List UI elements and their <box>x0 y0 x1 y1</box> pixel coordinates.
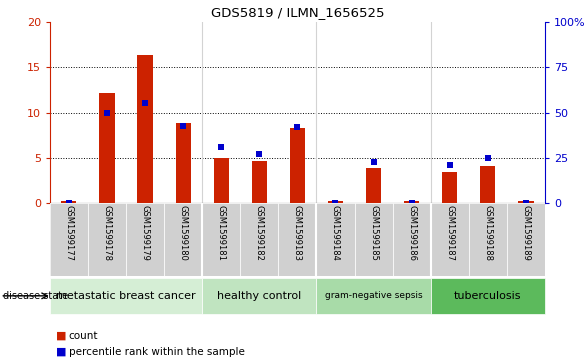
Text: GSM1599180: GSM1599180 <box>179 205 188 261</box>
Text: GSM1599183: GSM1599183 <box>293 205 302 261</box>
Bar <box>100 93 115 203</box>
Point <box>178 123 188 129</box>
Point <box>293 124 302 130</box>
Text: ■: ■ <box>56 331 66 341</box>
Text: count: count <box>69 331 98 341</box>
Point <box>407 200 417 206</box>
Point <box>254 151 264 157</box>
Text: percentile rank within the sample: percentile rank within the sample <box>69 347 244 357</box>
Text: GSM1599185: GSM1599185 <box>369 205 378 261</box>
Bar <box>240 203 278 276</box>
Point <box>331 200 340 206</box>
Bar <box>290 128 305 203</box>
Text: disease state: disease state <box>3 291 68 301</box>
Text: GSM1599178: GSM1599178 <box>103 205 111 261</box>
Bar <box>176 123 191 203</box>
Text: GSM1599186: GSM1599186 <box>407 205 416 261</box>
Bar <box>62 200 76 203</box>
Text: ■: ■ <box>56 347 66 357</box>
Bar <box>316 278 431 314</box>
Point <box>522 200 531 206</box>
Bar <box>50 278 202 314</box>
Text: GSM1599179: GSM1599179 <box>141 205 149 261</box>
Point <box>483 155 492 161</box>
Bar <box>214 158 229 203</box>
Bar <box>328 200 343 203</box>
Point <box>141 101 150 106</box>
Bar <box>481 166 496 203</box>
Text: GSM1599187: GSM1599187 <box>445 205 454 261</box>
Bar <box>442 172 458 203</box>
Bar <box>393 203 431 276</box>
Bar <box>431 203 469 276</box>
Text: GSM1599181: GSM1599181 <box>217 205 226 261</box>
Text: GSM1599184: GSM1599184 <box>331 205 340 261</box>
Bar <box>355 203 393 276</box>
Text: GSM1599188: GSM1599188 <box>483 205 492 261</box>
Text: tuberculosis: tuberculosis <box>454 291 522 301</box>
Bar <box>126 203 164 276</box>
Point <box>445 162 455 168</box>
Bar <box>138 55 153 203</box>
Bar <box>252 160 267 203</box>
Bar <box>469 203 507 276</box>
Point <box>369 160 379 166</box>
Text: GSM1599182: GSM1599182 <box>255 205 264 261</box>
Title: GDS5819 / ILMN_1656525: GDS5819 / ILMN_1656525 <box>210 6 384 19</box>
Point <box>64 200 74 206</box>
Bar <box>366 168 381 203</box>
Bar <box>88 203 126 276</box>
Bar <box>164 203 202 276</box>
Point <box>217 144 226 150</box>
Bar <box>519 200 533 203</box>
Bar <box>202 203 240 276</box>
Point <box>103 110 112 115</box>
Bar <box>278 203 316 276</box>
Text: GSM1599189: GSM1599189 <box>522 205 530 261</box>
Bar <box>50 203 88 276</box>
Bar <box>202 278 316 314</box>
Text: metastatic breast cancer: metastatic breast cancer <box>56 291 196 301</box>
Bar <box>316 203 355 276</box>
Text: gram-negative sepsis: gram-negative sepsis <box>325 291 423 300</box>
Text: healthy control: healthy control <box>217 291 301 301</box>
Bar <box>431 278 545 314</box>
Bar <box>507 203 545 276</box>
Text: GSM1599177: GSM1599177 <box>64 205 73 261</box>
Bar <box>404 200 420 203</box>
